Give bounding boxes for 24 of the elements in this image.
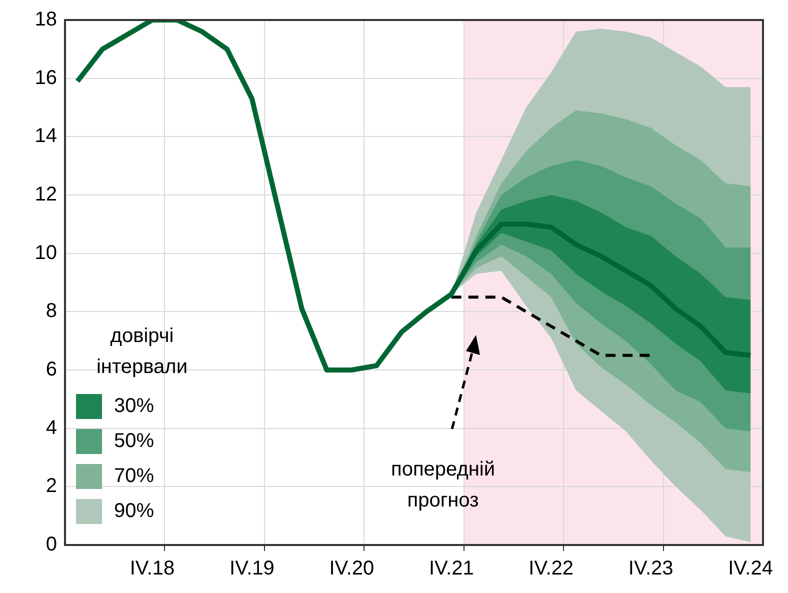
y-tick-label: 16 <box>34 66 57 89</box>
x-tick-label: IV.23 <box>628 558 674 580</box>
y-tick-label: 12 <box>34 184 57 206</box>
y-tick-label: 0 <box>46 534 57 556</box>
y-tick-label: 18 <box>34 8 57 31</box>
x-tick-label: IV.21 <box>428 558 474 580</box>
y-tick-label: 14 <box>34 125 57 148</box>
y-tick-label: 4 <box>46 416 57 439</box>
y-tick-label: 6 <box>46 358 57 381</box>
x-tick-label: IV.19 <box>230 558 274 580</box>
legend-label: 90% <box>114 500 154 523</box>
legend-label: 30% <box>114 395 154 418</box>
x-tick-label: IV.24 <box>728 558 773 580</box>
x-tick-label: IV.22 <box>528 558 574 580</box>
y-tick-label: 8 <box>46 300 57 322</box>
annotation: попередній прогноз <box>390 458 496 512</box>
legend-label: 50% <box>114 430 154 453</box>
legend-label: 70% <box>114 465 154 488</box>
y-tick-label: 2 <box>46 475 57 498</box>
legend-title: довірчі інтервали <box>95 324 189 380</box>
x-tick-label: IV.20 <box>329 558 374 580</box>
y-tick-label: 10 <box>34 242 57 264</box>
x-tick-label: IV.18 <box>130 558 175 580</box>
line-series <box>450 296 652 357</box>
